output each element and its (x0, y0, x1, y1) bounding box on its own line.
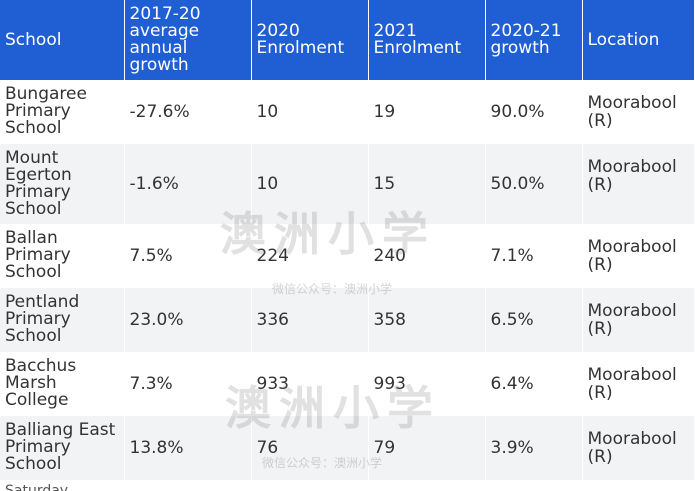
location: Moorabool (R) (582, 144, 694, 224)
school-name: Balliang East Primary School (0, 416, 125, 480)
header-enrolment-2021: 2021 Enrolment (368, 0, 486, 80)
enrolment-2021: 358 (368, 288, 486, 352)
school-name: Bacchus Marsh College (0, 352, 125, 416)
table-row: Bacchus Marsh College 7.3% 933 993 6.4% … (0, 352, 694, 416)
growth-2020-21: 90.0% (485, 80, 583, 144)
growth-2020-21: 3.9% (485, 416, 583, 480)
avg-growth: 23.0% (124, 288, 252, 352)
enrolment-2020: 224 (251, 224, 369, 288)
avg-growth: 7.3% (124, 352, 252, 416)
header-row: School 2017-20 average annual growth 202… (0, 0, 694, 80)
enrolment-2020: 76 (251, 416, 369, 480)
location: Moorabool (R) (582, 352, 694, 416)
avg-growth: 7.5% (124, 224, 252, 288)
school-name: Ballan Primary School (0, 224, 125, 288)
enrolment-2020: 10 (251, 80, 369, 144)
enrolment-2020: 10 (251, 144, 369, 224)
location: Moorabool (R) (582, 224, 694, 288)
enrolment-2021: 15 (368, 144, 486, 224)
clipped-footer-text: Saturday (5, 484, 68, 491)
location: Moorabool (R) (582, 288, 694, 352)
table-row: Bungaree Primary School -27.6% 10 19 90.… (0, 80, 694, 144)
enrolment-2021: 993 (368, 352, 486, 416)
header-avg-growth: 2017-20 average annual growth (124, 0, 252, 80)
table-row: Ballan Primary School 7.5% 224 240 7.1% … (0, 224, 694, 288)
table-row: Mount Egerton Primary School -1.6% 10 15… (0, 144, 694, 224)
growth-2020-21: 6.5% (485, 288, 583, 352)
growth-2020-21: 6.4% (485, 352, 583, 416)
location: Moorabool (R) (582, 416, 694, 480)
school-name: Pentland Primary School (0, 288, 125, 352)
school-name: Bungaree Primary School (0, 80, 125, 144)
school-name: Mount Egerton Primary School (0, 144, 125, 224)
enrolment-2021: 19 (368, 80, 486, 144)
growth-2020-21: 7.1% (485, 224, 583, 288)
enrolment-2021: 79 (368, 416, 486, 480)
growth-2020-21: 50.0% (485, 144, 583, 224)
avg-growth: -1.6% (124, 144, 252, 224)
avg-growth: -27.6% (124, 80, 252, 144)
enrolment-2021: 240 (368, 224, 486, 288)
location: Moorabool (R) (582, 80, 694, 144)
table-row: Balliang East Primary School 13.8% 76 79… (0, 416, 694, 480)
header-school: School (0, 0, 125, 80)
school-enrolment-table: School 2017-20 average annual growth 202… (0, 0, 694, 480)
table-row: Pentland Primary School 23.0% 336 358 6.… (0, 288, 694, 352)
header-growth-2020-21: 2020-21 growth (485, 0, 583, 80)
avg-growth: 13.8% (124, 416, 252, 480)
header-enrolment-2020: 2020 Enrolment (251, 0, 369, 80)
enrolment-2020: 933 (251, 352, 369, 416)
header-location: Location (582, 0, 694, 80)
enrolment-2020: 336 (251, 288, 369, 352)
